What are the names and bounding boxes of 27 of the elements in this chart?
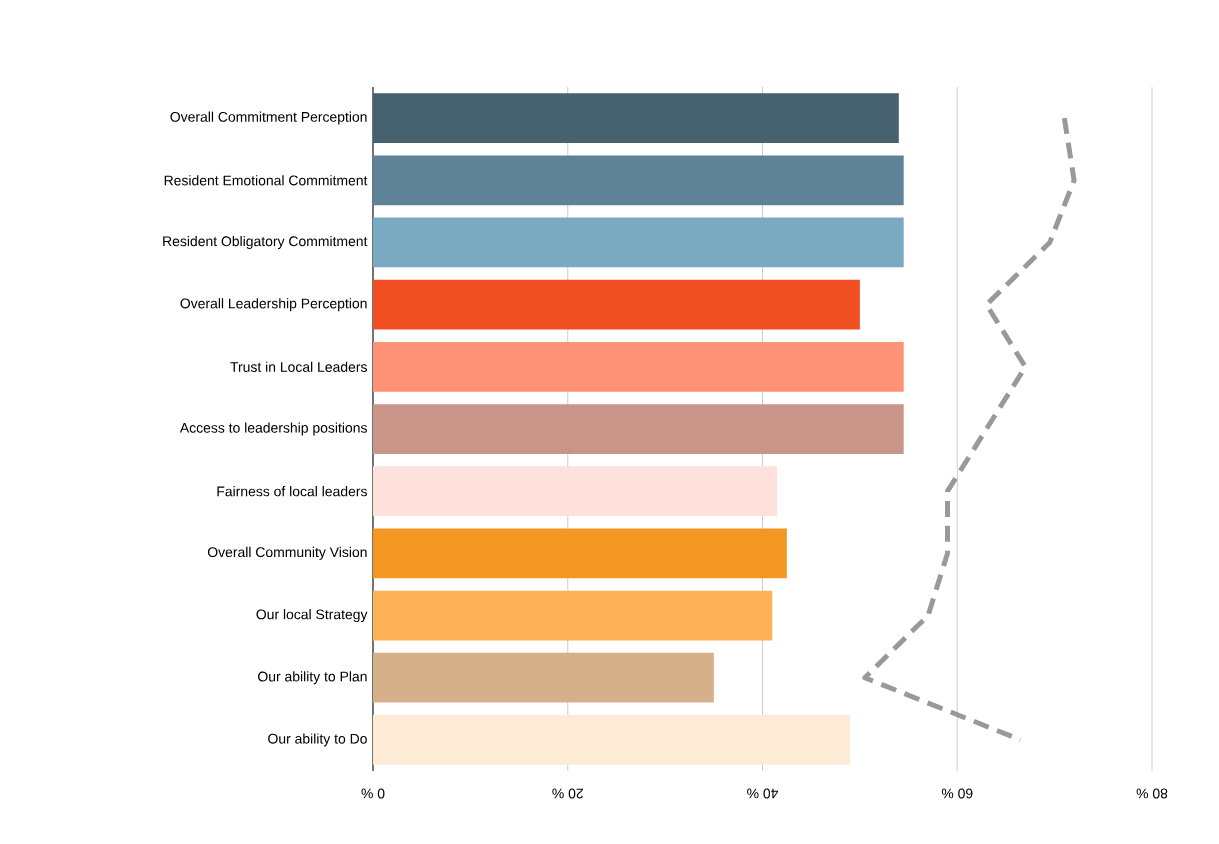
y-tick-label: Resident Emotional Commitment <box>164 175 368 186</box>
y-tick-label: Access to leadership positions <box>179 422 367 436</box>
x-tick-label: 80 % <box>1136 788 1168 799</box>
y-tick-label: Our ability to Plan <box>258 671 367 685</box>
x-tick-label: 40 % <box>747 788 779 799</box>
bar <box>373 466 778 517</box>
bar <box>373 93 899 143</box>
y-tick-label: Resident Obligatory Commitment <box>163 235 368 249</box>
bar <box>373 279 860 330</box>
x-tick-label: 0 % <box>361 788 385 799</box>
x-tick-label: 60 % <box>941 788 973 799</box>
bar <box>373 155 904 206</box>
y-tick-label: Overall Community Vision <box>207 546 367 560</box>
y-tick-label: Fairness of local leaders <box>217 486 367 497</box>
bar <box>373 715 851 765</box>
y-tick-label: Our local Strategy <box>256 609 368 623</box>
bar <box>373 217 904 268</box>
bar <box>373 404 904 454</box>
bar <box>373 341 904 392</box>
y-tick-label: Trust in Local Leaders <box>230 361 367 372</box>
bar <box>373 590 773 641</box>
y-tick-label: Our ability to Do <box>268 733 367 747</box>
bar <box>373 528 787 579</box>
y-tick-label: Overall Commitment Perception <box>170 111 367 125</box>
x-tick-label: 20 % <box>552 788 583 799</box>
y-tick-label: Overall Leadership Perception <box>180 298 367 312</box>
bar <box>373 652 714 703</box>
